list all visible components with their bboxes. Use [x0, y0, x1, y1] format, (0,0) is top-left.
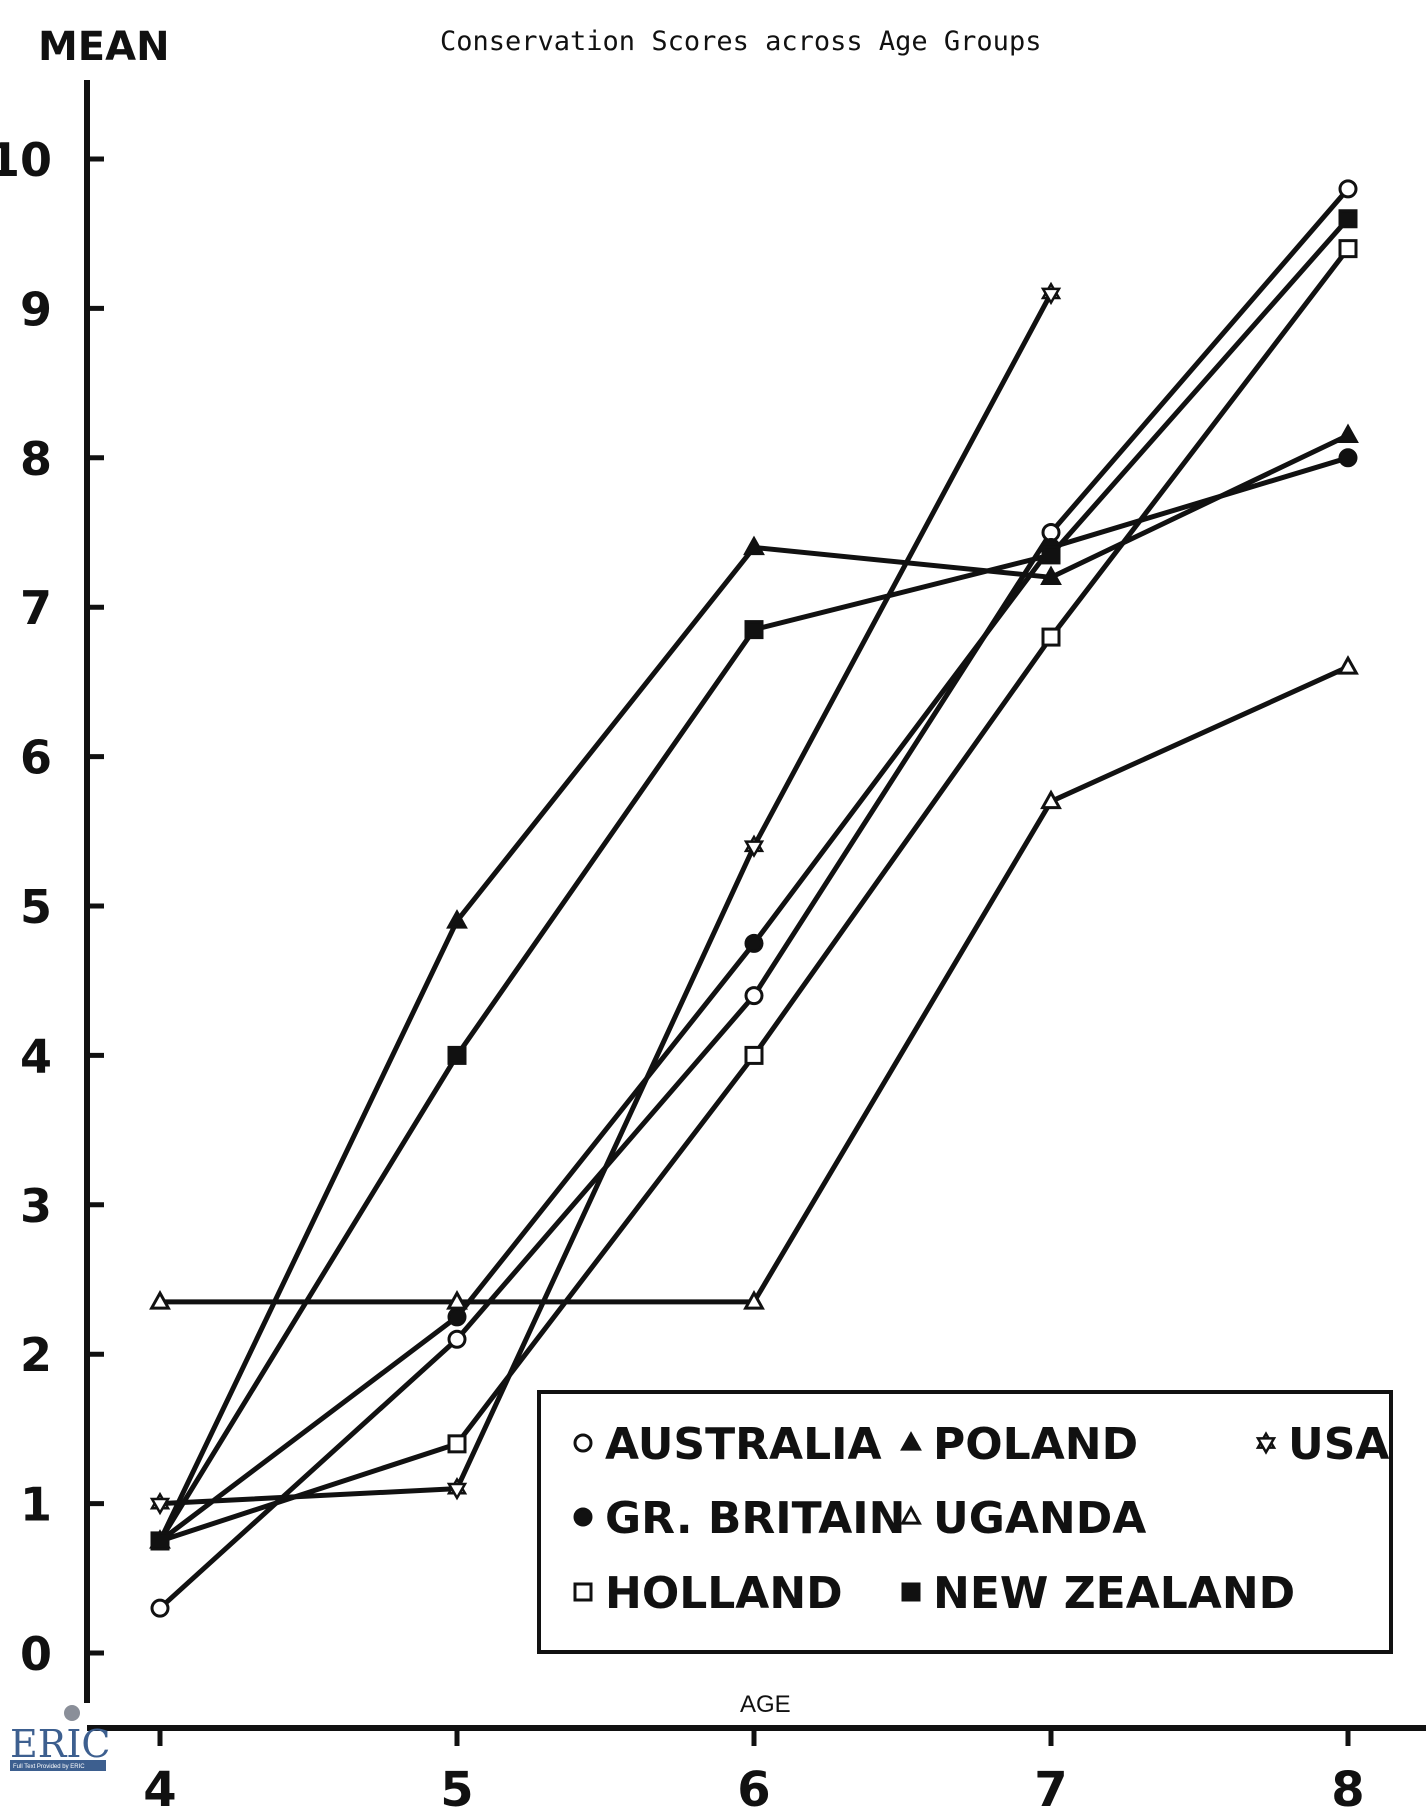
data-point-uganda	[446, 1290, 468, 1310]
y-tick-label: 1	[20, 1478, 52, 1532]
y-tick-label: 8	[20, 432, 52, 486]
data-point-australia	[447, 1329, 467, 1349]
data-point-new-zealand	[1041, 545, 1061, 565]
legend-marker-poland	[900, 1431, 922, 1451]
x-tick-label: 4	[143, 1762, 176, 1817]
legend-marker-australia	[573, 1433, 593, 1453]
data-point-australia	[150, 1598, 170, 1618]
data-point-new-zealand	[447, 1045, 467, 1065]
data-point-poland	[1040, 565, 1062, 585]
chart-title: Conservation Scores across Age Groups	[440, 26, 1041, 57]
data-point-usa	[1040, 281, 1062, 306]
y-tick-label: 6	[20, 731, 52, 785]
data-point-gr-britain	[447, 1307, 467, 1327]
legend-label-new-zealand: NEW ZEALAND	[933, 1568, 1295, 1619]
x-tick-label: 8	[1331, 1762, 1364, 1817]
legend-label-gr-britain: GR. BRITAIN	[605, 1493, 905, 1544]
y-tick-label: 3	[20, 1179, 52, 1233]
legend-label-holland: HOLLAND	[605, 1568, 843, 1619]
data-point-usa	[743, 834, 765, 858]
data-point-new-zealand	[1338, 209, 1358, 229]
eric-logo-subtext: Full Text Provided by ERIC	[13, 1764, 85, 1770]
eric-logo: ERIC Full Text Provided by ERIC	[10, 1705, 110, 1771]
legend-box	[537, 1390, 1393, 1654]
data-point-australia	[1338, 179, 1358, 199]
y-axis-label: MEAN	[38, 24, 170, 70]
legend-label-uganda: UGANDA	[933, 1493, 1146, 1544]
series-markers	[149, 179, 1359, 1618]
x-tick-label: 7	[1034, 1762, 1067, 1817]
series-line-usa	[157, 290, 1054, 1507]
data-point-holland	[447, 1434, 467, 1454]
data-point-gr-britain	[1338, 448, 1358, 468]
data-point-usa	[149, 1491, 171, 1516]
legend-marker-new-zealand	[901, 1582, 921, 1602]
series-line-new-zealand	[157, 216, 1351, 1544]
data-point-holland	[1041, 627, 1061, 647]
series-line-holland	[157, 246, 1351, 1544]
legend-marker-gr-britain	[573, 1507, 593, 1527]
legend-marker-usa	[1255, 1431, 1277, 1455]
data-point-new-zealand	[150, 1531, 170, 1551]
eric-logo-text: ERIC	[10, 1722, 110, 1766]
data-point-holland	[1338, 239, 1358, 259]
legend-marker-holland	[573, 1582, 593, 1602]
y-tick-label: 0	[20, 1627, 52, 1681]
y-tick-label: 9	[20, 282, 52, 336]
data-point-gr-britain	[744, 933, 764, 953]
data-point-poland	[743, 535, 765, 556]
x-tick-label: 6	[737, 1762, 770, 1817]
data-point-poland	[1337, 423, 1359, 444]
data-point-australia	[744, 986, 764, 1006]
data-point-uganda	[1337, 655, 1359, 675]
x-tick-label: 5	[440, 1762, 473, 1817]
x-axis-ticks: 4 5 6 7 8	[143, 1728, 1365, 1817]
legend-label-usa: USA	[1288, 1419, 1389, 1470]
data-point-uganda	[1040, 789, 1062, 810]
series-line-uganda	[157, 664, 1351, 1305]
data-point-poland	[446, 909, 468, 929]
y-tick-label: 7	[20, 581, 52, 635]
legend: AUSTRALIA GR. BRITAIN HOLLAND POLAND UGANDA N…	[537, 1390, 1393, 1654]
data-point-uganda	[743, 1290, 765, 1310]
legend-label-australia: AUSTRALIA	[605, 1419, 882, 1470]
data-point-uganda	[149, 1290, 171, 1310]
y-tick-label: 10	[0, 133, 52, 187]
y-axis-ticks: 0 1 2 3 4 5 6 7 8 9 10	[0, 133, 104, 1681]
legend-marker-uganda	[900, 1505, 922, 1525]
data-point-usa	[446, 1476, 468, 1501]
data-point-holland	[744, 1045, 764, 1065]
y-tick-label: 4	[20, 1029, 52, 1083]
x-axis-label: AGE	[740, 1691, 791, 1718]
data-point-new-zealand	[744, 620, 764, 640]
y-tick-label: 2	[20, 1328, 52, 1382]
legend-label-poland: POLAND	[933, 1419, 1138, 1470]
y-tick-label: 5	[20, 880, 52, 934]
